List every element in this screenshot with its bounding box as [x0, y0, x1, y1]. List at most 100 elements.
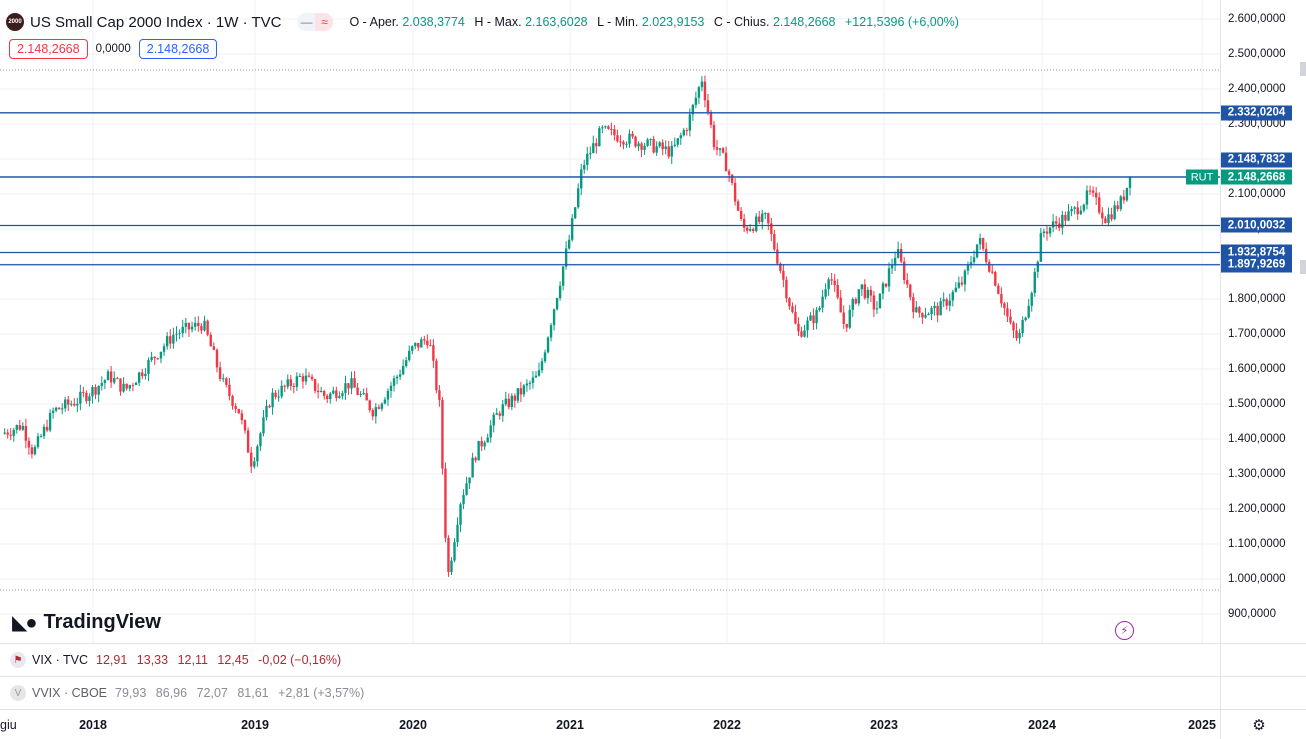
candle-body — [688, 114, 692, 131]
wave-icon[interactable]: ≈ — [315, 13, 334, 31]
candle-body — [492, 414, 495, 426]
vix-close: 12,45 — [217, 653, 249, 667]
candle-body — [365, 393, 368, 401]
candle-body — [896, 249, 900, 258]
candle-body — [963, 270, 967, 285]
candle-body — [854, 299, 857, 304]
candle-body — [1006, 308, 1009, 317]
candle-body — [875, 308, 879, 310]
candle-body — [700, 81, 704, 88]
candle-body — [73, 403, 76, 406]
candle-body — [153, 356, 156, 359]
candle-body — [172, 334, 175, 344]
candle-body — [682, 130, 686, 136]
candle-body — [1094, 192, 1098, 198]
y-tick-label: 2.300,0000 — [1228, 118, 1286, 130]
candle-body — [975, 244, 979, 258]
ohlc-legend: O - Aper. 2.038,3774 H - Max. 2.163,6028… — [349, 15, 964, 29]
candle-body — [206, 320, 209, 335]
candle-body — [902, 261, 906, 281]
candle-body — [607, 126, 610, 129]
symbol-title[interactable]: US Small Cap 2000 Index · 1W · TVC — [30, 13, 282, 31]
candle-body — [1076, 207, 1079, 215]
candle-body — [344, 383, 347, 394]
candle-body — [420, 339, 423, 348]
candle-body — [504, 398, 507, 405]
candle-body — [592, 143, 595, 154]
candle-body — [827, 279, 830, 290]
candle-body — [76, 403, 79, 406]
level-price-label[interactable]: 1.897,9269 — [1221, 257, 1292, 273]
candle-body — [298, 376, 302, 378]
candle-body — [347, 383, 350, 389]
x-tick-label: 2020 — [399, 718, 427, 732]
buy-button[interactable]: 2.148,2668 — [138, 39, 218, 59]
level-price-label[interactable]: 2.148,7832 — [1221, 152, 1292, 168]
candle-body — [45, 426, 49, 431]
lightning-icon[interactable]: ⚡ — [1115, 621, 1134, 640]
candle-body — [691, 104, 695, 115]
candle-body — [225, 378, 228, 385]
x-tick-label: 2024 — [1028, 718, 1056, 732]
level-price-label[interactable]: 1.932,8754 — [1221, 244, 1292, 260]
minus-icon[interactable]: — — [297, 13, 316, 31]
candle-body — [1000, 293, 1003, 304]
gear-icon[interactable]: ⚙ — [1252, 717, 1266, 734]
candle-body — [301, 376, 305, 382]
candle-body — [595, 143, 598, 147]
chart-type-toggle[interactable]: — ≈ — [297, 13, 334, 31]
candle-body — [543, 352, 547, 362]
candle-body — [839, 297, 842, 313]
symbol-logo[interactable]: 2000 — [6, 13, 24, 31]
candle-body — [1024, 317, 1027, 321]
candle-body — [109, 371, 113, 383]
candle-body — [103, 380, 107, 384]
y-tick-label: 2.400,0000 — [1228, 83, 1286, 95]
candle-body — [401, 366, 405, 375]
candle-body — [137, 372, 141, 383]
sell-button[interactable]: 2.148,2668 — [9, 39, 88, 59]
candle-body — [304, 375, 308, 382]
tv-logo-text: TradingView — [43, 611, 161, 633]
candle-body — [628, 133, 631, 144]
candle-body — [380, 403, 384, 409]
candle-body — [9, 434, 12, 436]
candle-body — [890, 265, 894, 269]
vvix-indicator-pane[interactable]: V VVIX · CBOE 79,93 86,96 72,07 81,61 +2… — [0, 677, 1222, 709]
candle-body — [277, 396, 280, 398]
candle-body — [863, 284, 867, 299]
level-price-label[interactable]: 2.332,0204 — [1221, 105, 1292, 121]
candle-body — [359, 393, 362, 395]
candle-body — [884, 283, 888, 287]
candle-body — [1012, 322, 1015, 331]
candle-body — [718, 148, 722, 150]
tradingview-logo[interactable]: ◣● TradingView — [12, 610, 161, 635]
candle-body — [332, 390, 335, 394]
candle-body — [274, 392, 277, 397]
spread-value: 0,0000 — [95, 43, 131, 55]
candle-body — [1082, 204, 1086, 211]
candle-body — [851, 299, 854, 310]
candle-body — [30, 447, 34, 455]
candle-body — [824, 289, 827, 297]
candle-body — [116, 378, 119, 380]
candle-body — [212, 346, 216, 350]
candle-body — [552, 309, 556, 326]
candle-body — [537, 370, 541, 376]
candle-body — [341, 393, 344, 397]
candle-body — [64, 399, 67, 409]
level-price-label[interactable]: 2.010,0032 — [1221, 217, 1292, 233]
candle-body — [141, 372, 144, 377]
candle-body — [779, 263, 782, 271]
candle-body — [791, 306, 794, 313]
candle-body — [706, 100, 710, 112]
candle-body — [724, 152, 728, 172]
x-tick-label: 2019 — [241, 718, 269, 732]
vix-indicator-pane[interactable]: ⚑ VIX · TVC 12,91 13,33 12,11 12,45 -0,0… — [0, 644, 1222, 676]
candle-body — [836, 284, 839, 298]
vvix-change: +2,81 (+3,57%) — [278, 686, 365, 700]
candle-body — [181, 326, 184, 334]
candle-body — [622, 141, 625, 145]
vvix-label: VVIX · CBOE — [32, 686, 108, 700]
